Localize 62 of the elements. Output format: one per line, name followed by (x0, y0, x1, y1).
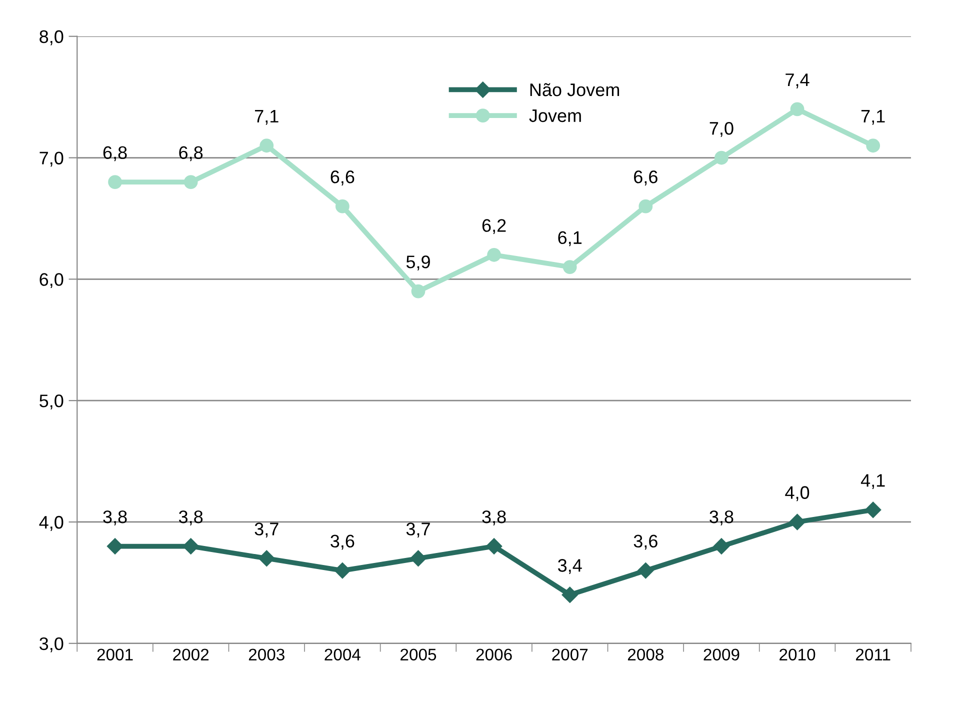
point (714, 150, 728, 165)
x-tick-label: 2008 (628, 648, 664, 660)
data-label: 7,1 (255, 110, 278, 125)
point (487, 248, 501, 262)
data-label: 3,4 (558, 559, 582, 574)
y-tick-label: 8,0 (40, 30, 64, 46)
data-label: 3,8 (482, 510, 506, 526)
data-label: 6,8 (103, 146, 127, 162)
y-tick-label: 6,0 (40, 273, 64, 288)
data-label: 6,1 (558, 231, 582, 246)
point (562, 586, 578, 603)
data-label: 7,0 (710, 122, 734, 137)
point (789, 514, 806, 530)
point (410, 550, 426, 566)
point (335, 199, 350, 214)
x-tick-label: 2009 (704, 648, 740, 660)
point (790, 102, 804, 116)
y-tick-label: 3,0 (40, 637, 64, 652)
data-label: 6,6 (634, 170, 658, 186)
data-label: 7,1 (861, 110, 885, 125)
data-label: 4,0 (785, 486, 810, 502)
point (713, 538, 730, 554)
x-tick-label: 2011 (856, 648, 890, 660)
x-tick-label: 2004 (324, 648, 360, 660)
data-label: 3,7 (406, 522, 430, 538)
y-tick-label: 5,0 (40, 394, 64, 410)
point (865, 502, 882, 518)
legend-label: Jovem (529, 109, 581, 122)
data-label: 4,1 (860, 474, 885, 489)
point (562, 260, 577, 274)
data-label: 3,6 (330, 534, 354, 550)
x-tick-label: 2006 (476, 648, 512, 660)
data-label: 3,8 (103, 510, 127, 526)
data-label: 6,8 (179, 146, 203, 162)
point (866, 138, 880, 153)
data-label: 6,2 (482, 219, 506, 234)
data-label: 6,6 (330, 170, 354, 186)
data-label: 3,8 (710, 510, 734, 526)
x-tick-label: 2002 (173, 648, 209, 660)
data-label: 5,9 (406, 256, 430, 270)
x-tick-label: 2003 (248, 648, 284, 660)
point (260, 138, 274, 153)
y-tick-label: 4,0 (39, 516, 64, 531)
point (638, 199, 653, 214)
data-label: 3,7 (254, 522, 278, 538)
data-label: 3,8 (178, 510, 203, 526)
point (638, 562, 654, 579)
y-tick-label: 7,0 (40, 152, 64, 167)
x-tick-label: 2007 (552, 648, 588, 660)
x-tick-label: 2005 (400, 648, 436, 660)
data-label: 3,6 (634, 534, 658, 550)
point (411, 284, 426, 298)
point (182, 538, 199, 554)
x-tick-label: 2010 (780, 648, 816, 660)
point (258, 550, 275, 566)
point (486, 538, 502, 554)
point (334, 562, 350, 579)
point (108, 175, 122, 189)
data-label: 7,4 (786, 74, 810, 88)
x-tick-label: 2001 (97, 648, 133, 660)
legend-label: Não Jovem (530, 83, 620, 96)
point (184, 175, 198, 189)
